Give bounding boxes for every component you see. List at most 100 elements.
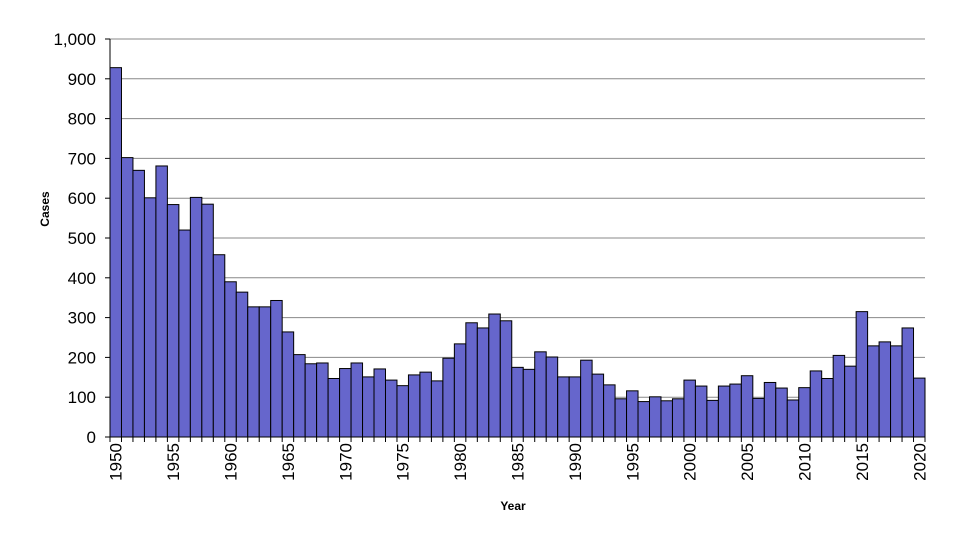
bar-2012 [821,377,834,438]
bar-1984 [499,320,513,438]
y-tick-labels: 0 100 200 300 400 500 600 700 800 900 1,000 [53,30,96,447]
bar-1972 [362,376,375,438]
bar-2018 [890,345,903,438]
bar-1980 [453,343,467,438]
bar-1955 [166,204,180,438]
bar-1996 [637,401,651,438]
bar-1989 [557,376,570,438]
x-tick-label: 1955 [164,443,183,481]
bar-1951 [120,157,134,438]
bar-1965 [281,331,295,438]
bar-1969 [327,377,341,438]
axes [105,38,926,442]
x-tick-label: 1970 [336,443,355,481]
bars [109,67,926,438]
bar-1960 [224,281,237,438]
bar-1979 [442,357,455,438]
y-tick-label: 200 [68,348,96,367]
bar-1978 [430,380,444,438]
bar-1983 [488,313,501,438]
y-tick-label: 0 [87,428,96,447]
bar-2001 [694,385,708,438]
bar-2014 [844,365,857,438]
bar-2002 [706,399,719,438]
bar-1982 [476,327,490,438]
y-tick-label: 1,000 [53,30,96,49]
bar-1959 [212,254,226,438]
x-tick-label: 2015 [853,443,872,481]
bar-2017 [878,341,892,438]
x-tick-label: 1965 [279,443,298,481]
x-axis-title: Year [500,499,526,513]
bar-1986 [522,368,536,438]
x-tick-label: 1990 [566,443,585,481]
bar-1976 [407,374,421,438]
bar-2010 [798,387,811,438]
bar-1958 [201,203,214,438]
bar-1973 [373,368,386,438]
bar-1977 [419,371,432,438]
y-tick-label: 300 [68,309,96,328]
bar-2019 [901,327,915,438]
bar-1954 [155,165,168,438]
bar-1961 [235,291,249,438]
x-tick-label: 2010 [795,443,814,481]
y-tick-label: 800 [68,110,96,129]
bar-1968 [316,362,329,438]
bar-1963 [258,306,272,438]
bar-2009 [786,399,800,438]
y-tick-label: 100 [68,388,96,407]
bar-2015 [855,311,869,438]
x-tick-label: 1975 [394,443,413,481]
y-tick-label: 600 [68,189,96,208]
x-tick-label: 1960 [222,443,241,481]
bar-2000 [683,379,696,438]
x-tick-label: 1950 [107,443,126,481]
bar-2020 [913,377,926,438]
bar-1988 [545,356,559,438]
y-tick-label: 900 [68,70,96,89]
bar-1974 [384,379,398,438]
x-tick-label: 1995 [623,443,642,481]
x-tick-label: 2020 [910,443,929,481]
x-tick-labels: 1950 1955 1960 1965 1970 1975 1980 1985 1990 1995… [107,443,930,481]
bar-2011 [809,370,823,438]
y-axis-title: Cases [38,191,52,227]
bar-1985 [511,366,524,438]
bar-1971 [350,362,364,438]
bar-1995 [626,390,639,438]
x-tick-label: 2005 [738,443,757,481]
bar-1953 [143,197,157,438]
bar-1956 [178,229,191,438]
bar-1991 [580,359,593,438]
x-tick-label: 2000 [681,443,700,481]
bar-1994 [614,398,628,438]
y-tick-label: 500 [68,229,96,248]
bar-2005 [740,375,754,438]
bar-2008 [775,387,788,438]
bar-1957 [189,196,203,438]
bar-1997 [649,396,662,438]
bar-1990 [568,376,582,438]
bar-2003 [717,385,731,438]
bar-1992 [591,373,605,438]
bar-1952 [132,169,145,438]
x-tick-label: 1980 [451,443,470,481]
bar-1975 [396,385,409,438]
bar-1987 [534,351,547,438]
bar-1970 [339,368,352,438]
bar-2013 [832,354,846,438]
bar-1950 [109,67,122,438]
bar-1998 [660,400,673,438]
y-tick-label: 700 [68,149,96,168]
bar-1981 [465,322,478,438]
bar-1964 [270,299,283,438]
bar-2016 [867,345,880,438]
bar-2004 [729,383,742,438]
bar-1993 [603,384,616,438]
bar-2006 [752,397,765,438]
bar-1967 [304,363,318,438]
bar-1999 [671,398,685,438]
x-tick-label: 1985 [509,443,528,481]
